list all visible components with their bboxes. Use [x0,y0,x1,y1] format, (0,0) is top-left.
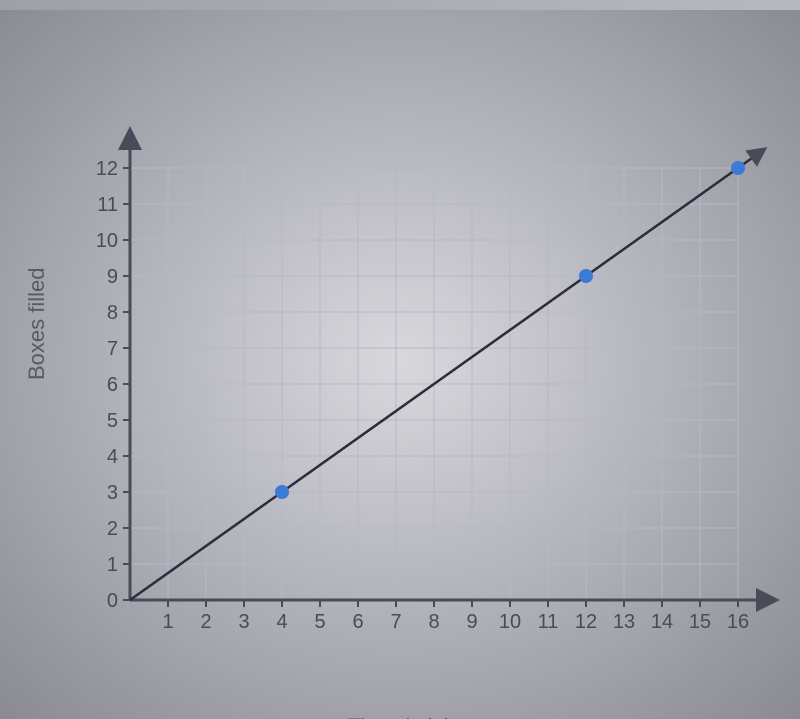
y-tick-label: 12 [96,158,118,180]
x-tick-label: 8 [428,611,439,633]
y-tick-label: 2 [107,518,118,540]
chart-container: Boxes filled 012345678910111212345678910… [20,80,780,700]
x-axis-label: Time (min) [20,714,780,719]
x-tick-label: 6 [352,611,363,633]
data-point [579,269,593,283]
x-tick-label: 12 [575,611,597,633]
data-line [130,153,759,600]
x-tick-label: 11 [538,611,559,633]
x-tick-label: 16 [727,611,749,633]
y-tick-label: 11 [97,194,118,216]
x-tick-label: 2 [200,611,211,633]
line-chart: 012345678910111212345678910111213141516 [20,80,780,660]
x-tick-label: 4 [276,611,287,633]
y-axis-label: Boxes filled [24,267,50,380]
x-tick-label: 7 [390,611,401,633]
y-tick-label: 8 [107,302,118,324]
data-point [275,485,289,499]
x-tick-label: 3 [238,611,249,633]
x-tick-label: 13 [613,611,635,633]
y-tick-label: 4 [107,446,118,468]
window-top-strip [0,0,800,10]
y-tick-label: 10 [96,230,118,252]
y-tick-label: 5 [107,410,118,432]
y-tick-label: 9 [107,266,118,288]
x-tick-label: 5 [314,611,325,633]
x-tick-label: 14 [651,611,673,633]
x-tick-label: 15 [689,611,711,633]
y-tick-label: 7 [107,338,118,360]
y-tick-label: 3 [107,482,118,504]
y-tick-label: 1 [107,554,118,576]
x-tick-label: 9 [466,611,477,633]
y-tick-label: 0 [107,590,118,612]
data-point [731,161,745,175]
y-tick-label: 6 [107,374,118,396]
x-tick-label: 10 [499,611,521,633]
x-tick-label: 1 [162,611,173,633]
